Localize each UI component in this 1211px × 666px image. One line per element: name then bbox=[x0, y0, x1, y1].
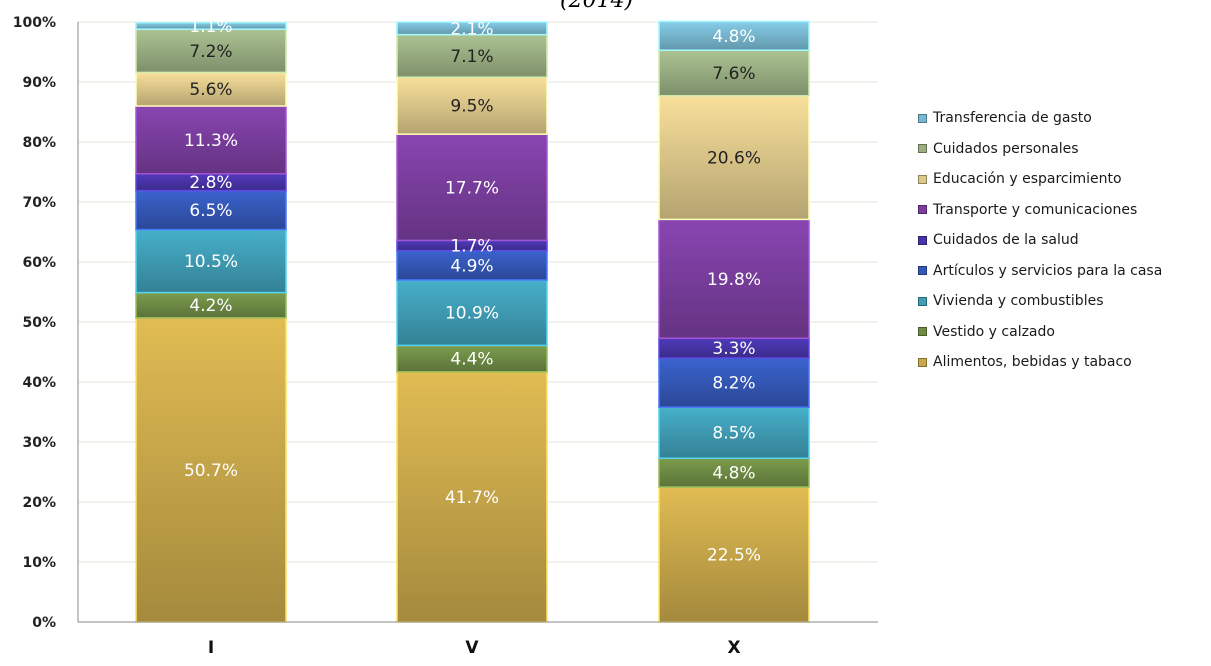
legend-swatch bbox=[918, 327, 927, 337]
bar-segment bbox=[658, 406, 810, 459]
bar-segment bbox=[396, 279, 548, 347]
bar-segment bbox=[135, 317, 287, 623]
data-label: 7.6% bbox=[712, 64, 755, 84]
bar-segment bbox=[658, 218, 810, 339]
y-tick-label: 10% bbox=[22, 555, 56, 571]
data-label: 1.7% bbox=[450, 237, 493, 257]
x-tick-label: V bbox=[465, 638, 479, 658]
data-label: 41.7% bbox=[445, 488, 499, 508]
data-label: 10.5% bbox=[184, 252, 238, 272]
bar-segment bbox=[396, 76, 548, 135]
legend-item: Transferencia de gasto bbox=[918, 103, 1162, 134]
bar-segment bbox=[135, 71, 287, 107]
bar-segment bbox=[396, 21, 548, 36]
legend-swatch bbox=[918, 113, 927, 123]
data-label: 5.6% bbox=[189, 80, 232, 100]
axes: 0% 10% 20% 30% 40% 50% 60% 70% 80% 90% 100% I V X bbox=[13, 15, 878, 658]
data-label: 50.7% bbox=[184, 461, 238, 481]
data-label: 17.7% bbox=[445, 178, 499, 198]
y-tick-label: 100% bbox=[13, 15, 56, 31]
data-label: 7.2% bbox=[189, 42, 232, 62]
bar-segment bbox=[396, 133, 548, 242]
bar-segment bbox=[135, 291, 287, 319]
legend-item: Vivienda y combustibles bbox=[918, 286, 1162, 317]
legend-item: Cuidados personales bbox=[918, 134, 1162, 165]
bars bbox=[135, 20, 810, 623]
legend-swatch bbox=[918, 266, 927, 276]
data-label: 4.8% bbox=[712, 27, 755, 47]
bar-segment bbox=[135, 228, 287, 294]
data-label: 22.5% bbox=[707, 546, 761, 566]
data-label: 19.8% bbox=[707, 270, 761, 290]
data-label: 11.3% bbox=[184, 131, 238, 151]
bar-segment bbox=[658, 95, 810, 221]
data-label: 10.9% bbox=[445, 304, 499, 324]
data-label: 3.3% bbox=[712, 339, 755, 359]
legend-label: Transferencia de gasto bbox=[933, 110, 1092, 127]
legend-swatch bbox=[918, 296, 927, 306]
data-label: 2.1% bbox=[450, 19, 493, 39]
legend-item: Transporte y comunicaciones bbox=[918, 195, 1162, 226]
data-label: 1.1% bbox=[189, 17, 232, 37]
x-tick-label: X bbox=[727, 638, 740, 658]
x-tick-label: I bbox=[208, 638, 214, 658]
bar-segment bbox=[396, 249, 548, 281]
data-label: 20.6% bbox=[707, 149, 761, 169]
legend-swatch bbox=[918, 205, 927, 215]
legend-label: Alimentos, bebidas y tabaco bbox=[933, 354, 1132, 371]
y-tick-label: 20% bbox=[22, 495, 56, 511]
bar-segment bbox=[396, 33, 548, 78]
legend-item: Cuidados de la salud bbox=[918, 225, 1162, 256]
data-label: 4.4% bbox=[450, 350, 493, 370]
legend-item: Educación y esparcimiento bbox=[918, 164, 1162, 195]
legend-label: Cuidados personales bbox=[933, 140, 1079, 157]
bar-segment bbox=[135, 105, 287, 175]
legend-label: Educación y esparcimiento bbox=[933, 171, 1122, 188]
legend-label: Transporte y comunicaciones bbox=[933, 201, 1138, 218]
legend-item: Vestido y calzado bbox=[918, 317, 1162, 348]
data-label: 8.5% bbox=[712, 424, 755, 444]
segment-labels: 50.7% 4.2% 10.5% 6.5% 2.8% 11.3% 5.6% 7.2% 1.1% 4… bbox=[184, 17, 761, 566]
legend-label: Cuidados de la salud bbox=[933, 232, 1079, 249]
legend-swatch bbox=[918, 357, 927, 367]
legend-label: Artículos y servicios para la casa bbox=[933, 262, 1163, 279]
data-label: 4.2% bbox=[189, 296, 232, 316]
data-label: 8.2% bbox=[712, 374, 755, 394]
legend-swatch bbox=[918, 174, 927, 184]
bar-segment bbox=[396, 344, 548, 373]
bar-segment bbox=[658, 357, 810, 408]
legend-item: Artículos y servicios para la casa bbox=[918, 256, 1162, 287]
legend: Transferencia de gasto Cuidados personale… bbox=[918, 103, 1162, 378]
legend-label: Vivienda y combustibles bbox=[933, 293, 1104, 310]
y-tick-label: 60% bbox=[22, 255, 56, 271]
y-tick-label: 80% bbox=[22, 135, 56, 151]
y-tick-label: 90% bbox=[22, 75, 56, 91]
legend-item: Alimentos, bebidas y tabaco bbox=[918, 347, 1162, 378]
data-label: 4.8% bbox=[712, 464, 755, 484]
data-label: 7.1% bbox=[450, 47, 493, 67]
bar-segment bbox=[135, 21, 287, 30]
bar-segment bbox=[658, 20, 810, 51]
y-tick-label: 50% bbox=[22, 315, 56, 331]
legend-swatch bbox=[918, 235, 927, 245]
bar-segment bbox=[658, 486, 810, 623]
y-tick-label: 70% bbox=[22, 195, 56, 211]
y-tick-label: 30% bbox=[22, 435, 56, 451]
data-label: 9.5% bbox=[450, 97, 493, 117]
y-tick-label: 0% bbox=[32, 615, 56, 631]
data-label: 4.9% bbox=[450, 256, 493, 276]
chart-title-fragment: (2014) bbox=[560, 0, 634, 13]
data-label: 2.8% bbox=[189, 173, 232, 193]
data-label: 6.5% bbox=[189, 201, 232, 221]
legend-label: Vestido y calzado bbox=[933, 323, 1055, 340]
bar-segment bbox=[135, 189, 287, 231]
legend-swatch bbox=[918, 144, 927, 154]
y-tick-label: 40% bbox=[22, 375, 56, 391]
